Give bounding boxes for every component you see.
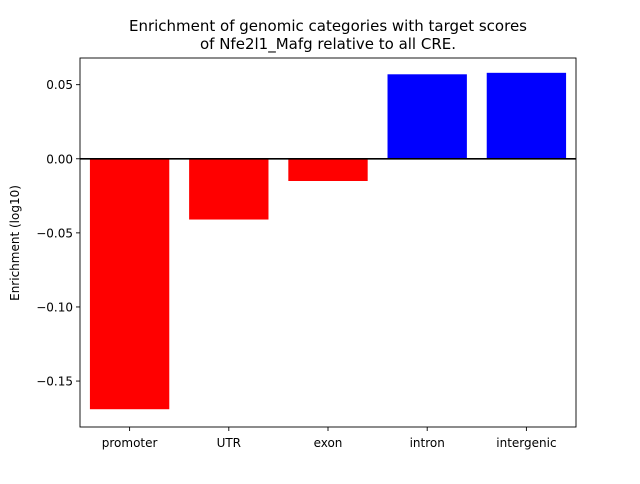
y-axis-label: Enrichment (log10): [8, 185, 22, 301]
y-tick-label: −0.15: [36, 375, 73, 389]
chart-title-line-2: of Nfe2l1_Mafg relative to all CRE.: [200, 35, 456, 54]
x-tick-label-exon: exon: [314, 436, 343, 450]
bar-intron: [387, 74, 467, 159]
x-tick-label-UTR: UTR: [217, 436, 241, 450]
y-tick-label: −0.05: [36, 226, 73, 240]
y-tick-label: 0.00: [46, 152, 73, 166]
x-tick-label-promoter: promoter: [102, 436, 158, 450]
plot-area: −0.15 −0.10 −0.05 0.00 0.05 promoter UTR exon in…: [36, 57, 577, 450]
x-tick-label-intergenic: intergenic: [496, 436, 556, 450]
bar-UTR: [189, 158, 269, 220]
y-tick-label: −0.10: [36, 300, 73, 314]
x-tick-label-intron: intron: [410, 436, 445, 450]
chart-title-line-1: Enrichment of genomic categories with ta…: [129, 17, 527, 35]
bar-intergenic: [486, 72, 567, 159]
bar-exon: [288, 158, 368, 181]
y-tick-label: 0.05: [46, 78, 73, 92]
bar-promoter: [89, 158, 170, 410]
